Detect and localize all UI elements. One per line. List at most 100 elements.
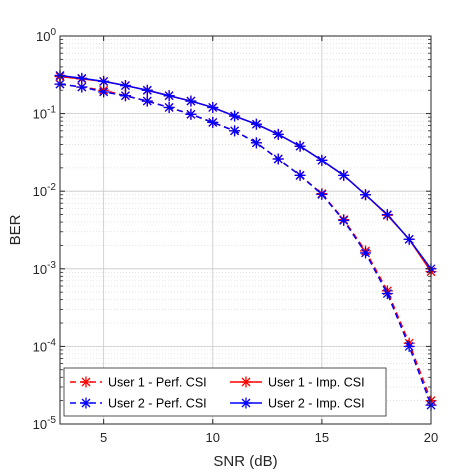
x-tick-label: 10 [206,430,220,445]
data-point [207,116,219,128]
marker-stroke [382,210,392,220]
data-point [141,95,153,107]
legend-entry: User 2 - Imp. CSI [230,397,365,411]
plot-frame [59,35,432,425]
data-point [76,72,88,84]
data-point [141,84,153,96]
legend-label: User 2 - Perf. CSI [108,397,207,411]
legend-label: User 1 - Imp. CSI [268,376,365,390]
data-point [316,188,328,200]
x-axis-label: SNR (dB) [213,453,277,470]
data-point [163,90,175,102]
data-point [163,101,175,113]
marker-stroke [230,111,240,121]
marker-stroke [77,73,87,83]
data-point [185,95,197,107]
data-point [119,90,131,102]
plot-background [60,36,431,424]
data-point [272,128,284,140]
data-point [250,137,262,149]
legend-entry: User 2 - Perf. CSI [70,397,207,411]
y-tick-label: 10-2 [33,182,57,199]
marker-stroke [339,170,349,180]
data-point [403,233,415,245]
data-point [381,288,393,300]
legend-marker [80,376,92,388]
marker-stroke [273,129,283,139]
legend-entry: User 1 - Perf. CSI [70,376,207,390]
data-point [294,169,306,181]
marker-stroke [77,82,87,92]
marker-stroke [81,377,91,387]
series-user-2-perf-csi [54,78,437,411]
minor-grid [60,39,431,401]
legend-marker [80,397,92,409]
data-point [207,101,219,113]
data-point [360,189,372,201]
marker-stroke [382,289,392,298]
marker-stroke [99,76,109,86]
x-tick-label: 15 [315,430,329,445]
marker-stroke [121,81,130,90]
marker-stroke [251,119,261,129]
data-point [403,340,415,352]
marker-stroke [186,96,196,106]
data-point [119,80,131,92]
series-user-2-imp-csi [54,69,437,275]
data-point [316,154,328,166]
marker-stroke [164,102,174,112]
marker-stroke [339,215,349,225]
x-tick-label: 20 [424,430,438,445]
marker-stroke [404,234,414,244]
data-point [98,75,110,87]
legend-label: User 2 - Imp. CSI [268,397,365,411]
y-tick-label: 10-1 [33,105,57,122]
marker-stroke [251,138,261,148]
y-axis-label: BER [7,214,24,245]
y-tick-label: 10-4 [33,337,57,354]
data-point [229,125,241,137]
marker-stroke [241,377,251,387]
marker-stroke [361,190,370,200]
marker-stroke [230,126,240,136]
legend-marker [240,376,252,388]
legend-label: User 1 - Perf. CSI [108,376,207,390]
marker-stroke [99,87,109,97]
tick-marks [60,35,432,425]
marker-stroke [295,170,305,180]
data-point [185,108,197,120]
data-point [250,118,262,130]
data-point [294,140,306,152]
data-point [98,86,110,98]
marker-stroke [121,91,130,101]
data-point [229,110,241,122]
legend-box [63,367,387,417]
marker-stroke [241,398,251,408]
legend-marker [240,397,252,409]
marker-stroke [295,141,305,151]
marker-stroke [142,85,152,95]
series-layer [54,69,437,411]
marker-stroke [273,154,283,164]
data-point [360,247,372,259]
marker-stroke [361,248,370,258]
marker-stroke [186,109,196,119]
marker-stroke [81,398,91,408]
data-point [338,214,350,226]
marker-stroke [317,189,327,199]
y-tick-labels: 100 10-1 10-2 10-3 10-4 10-5 [33,27,57,432]
y-tick-label: 100 [36,27,56,44]
x-tick-labels: 5 10 15 20 [100,430,438,445]
legend-entry: User 1 - Imp. CSI [230,376,365,390]
legend: User 1 - Perf. CSI User 1 - Imp. CSI User … [63,367,387,417]
y-tick-label: 10-5 [33,415,57,432]
data-point [381,209,393,221]
y-tick-label: 10-3 [33,260,57,277]
data-point [272,153,284,165]
marker-stroke [208,117,218,127]
marker-stroke [164,91,174,101]
data-point [338,169,350,181]
marker-stroke [208,102,218,112]
marker-stroke [404,341,414,351]
